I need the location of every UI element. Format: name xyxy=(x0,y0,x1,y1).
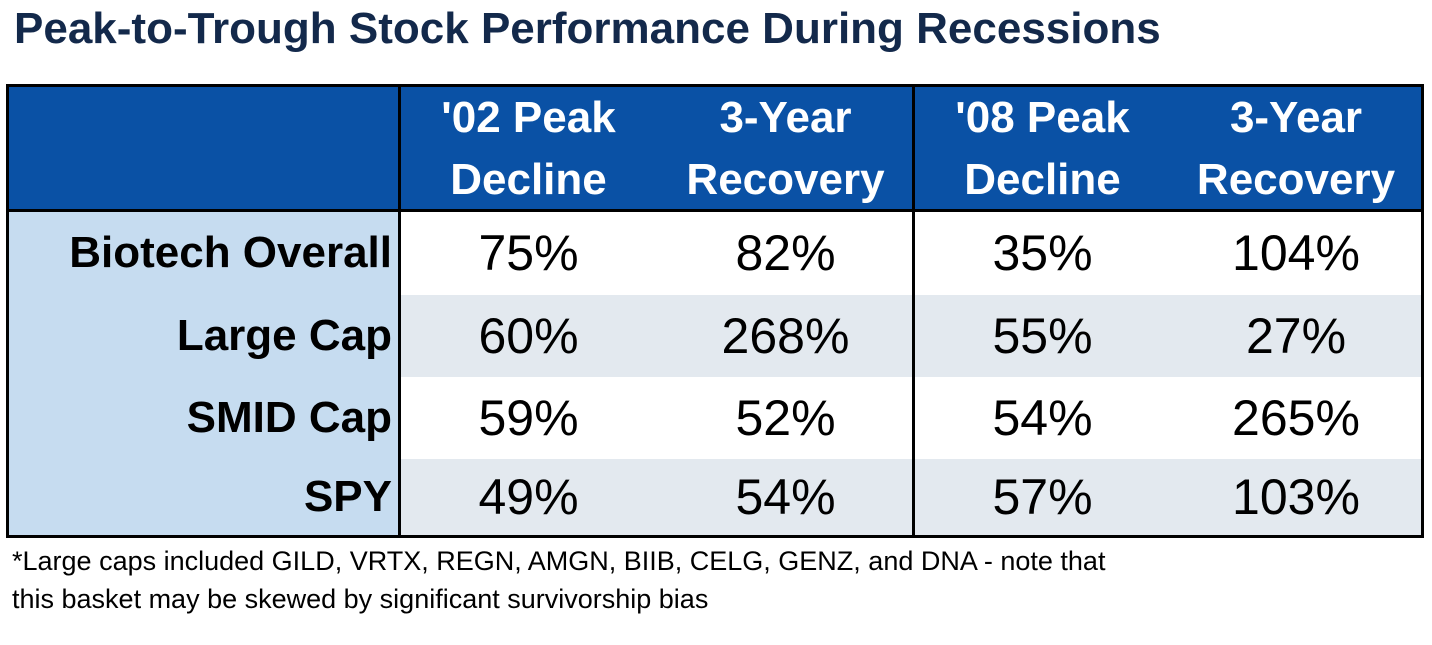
row-label-smid-cap: SMID Cap xyxy=(9,377,400,459)
value-cell: 52% xyxy=(657,377,914,459)
value-cell: 27% xyxy=(1171,295,1421,377)
value-cell: 268% xyxy=(657,295,914,377)
value-cell: 35% xyxy=(914,211,1171,295)
row-label-biotech-overall: Biotech Overall xyxy=(9,211,400,295)
value-cell: 60% xyxy=(400,295,657,377)
value-cell: 75% xyxy=(400,211,657,295)
value-cell: 49% xyxy=(400,459,657,535)
value-cell: 57% xyxy=(914,459,1171,535)
footnote-line-2: this basket may be skewed by significant… xyxy=(12,584,709,614)
footnote-line-1: *Large caps included GILD, VRTX, REGN, A… xyxy=(12,546,1106,576)
value-cell: 103% xyxy=(1171,459,1421,535)
divider-below-header xyxy=(9,209,1421,212)
header-02-peak-decline-line2: Decline xyxy=(450,155,607,204)
header-02-peak-decline: '02 Peak Decline xyxy=(400,87,657,211)
divider-between-periods xyxy=(912,87,915,535)
footnote: *Large caps included GILD, VRTX, REGN, A… xyxy=(12,542,1412,618)
header-08-recovery: 3-Year Recovery xyxy=(1171,87,1421,211)
header-08-peak-decline-line1: '08 Peak xyxy=(955,93,1130,142)
header-02-recovery-line2: Recovery xyxy=(686,155,885,204)
chart-title: Peak-to-Trough Stock Performance During … xyxy=(14,4,1161,53)
value-cell: 104% xyxy=(1171,211,1421,295)
header-02-peak-decline-line1: '02 Peak xyxy=(441,93,616,142)
header-08-peak-decline-line2: Decline xyxy=(964,155,1121,204)
header-02-recovery-line1: 3-Year xyxy=(719,93,852,142)
performance-table: '02 Peak Decline 3-Year Recovery '08 Pea… xyxy=(6,84,1424,538)
value-cell: 265% xyxy=(1171,377,1421,459)
value-cell: 54% xyxy=(914,377,1171,459)
header-08-recovery-line1: 3-Year xyxy=(1229,93,1363,142)
value-cell: 54% xyxy=(657,459,914,535)
header-02-recovery: 3-Year Recovery xyxy=(657,87,914,211)
value-cell: 55% xyxy=(914,295,1171,377)
header-corner-cell xyxy=(9,87,400,211)
header-08-peak-decline: '08 Peak Decline xyxy=(914,87,1171,211)
row-label-spy: SPY xyxy=(9,459,400,535)
value-cell: 59% xyxy=(400,377,657,459)
divider-after-labels xyxy=(398,87,401,535)
value-cell: 82% xyxy=(657,211,914,295)
row-label-large-cap: Large Cap xyxy=(9,295,400,377)
header-08-recovery-line2: Recovery xyxy=(1196,155,1396,204)
